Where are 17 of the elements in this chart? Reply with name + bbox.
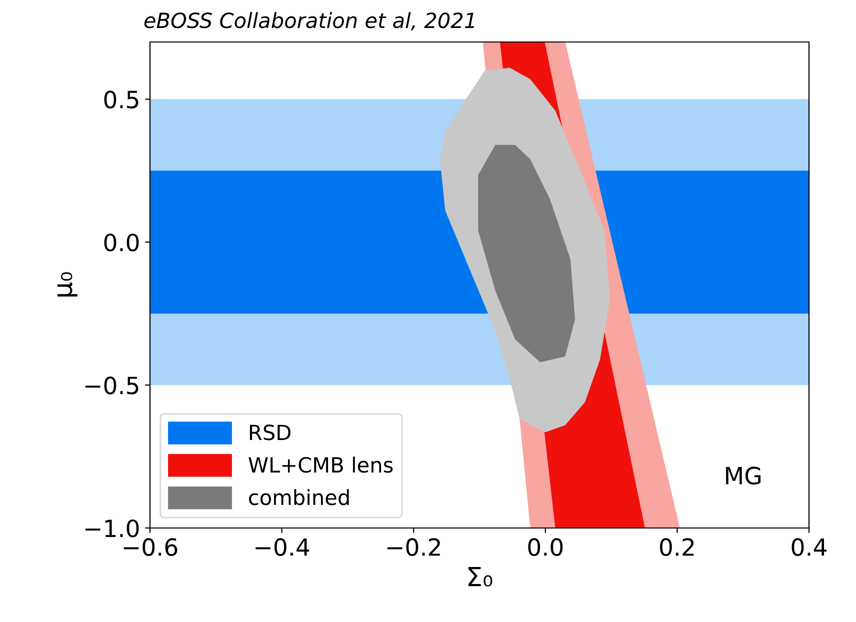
x-axis-title: Σ₀ — [468, 566, 492, 586]
text: eBOSS Collaboration et al, 2021 — [144, 12, 474, 30]
x-tick-label: −0.6 — [124, 538, 178, 556]
legend-label: combined — [249, 489, 349, 506]
x-tick-label: 0.2 — [660, 538, 694, 556]
y-tick-label: 0.0 — [104, 234, 139, 252]
y-tick-label: −1.0 — [85, 519, 139, 538]
y-tick-label: 0.5 — [104, 90, 138, 108]
x-tick-label: −0.4 — [256, 538, 310, 556]
x-tick-label: −0.2 — [387, 538, 440, 556]
y-axis-title: μ₀ — [57, 272, 78, 296]
annotation: MG — [726, 466, 760, 485]
y-tick-label: −0.5 — [85, 376, 138, 394]
x-tick-label: 0.0 — [528, 538, 563, 556]
legend-label: RSD — [250, 424, 290, 440]
legend-label: WL+CMB lens — [248, 456, 393, 473]
x-tick-label: 0.4 — [792, 538, 826, 556]
